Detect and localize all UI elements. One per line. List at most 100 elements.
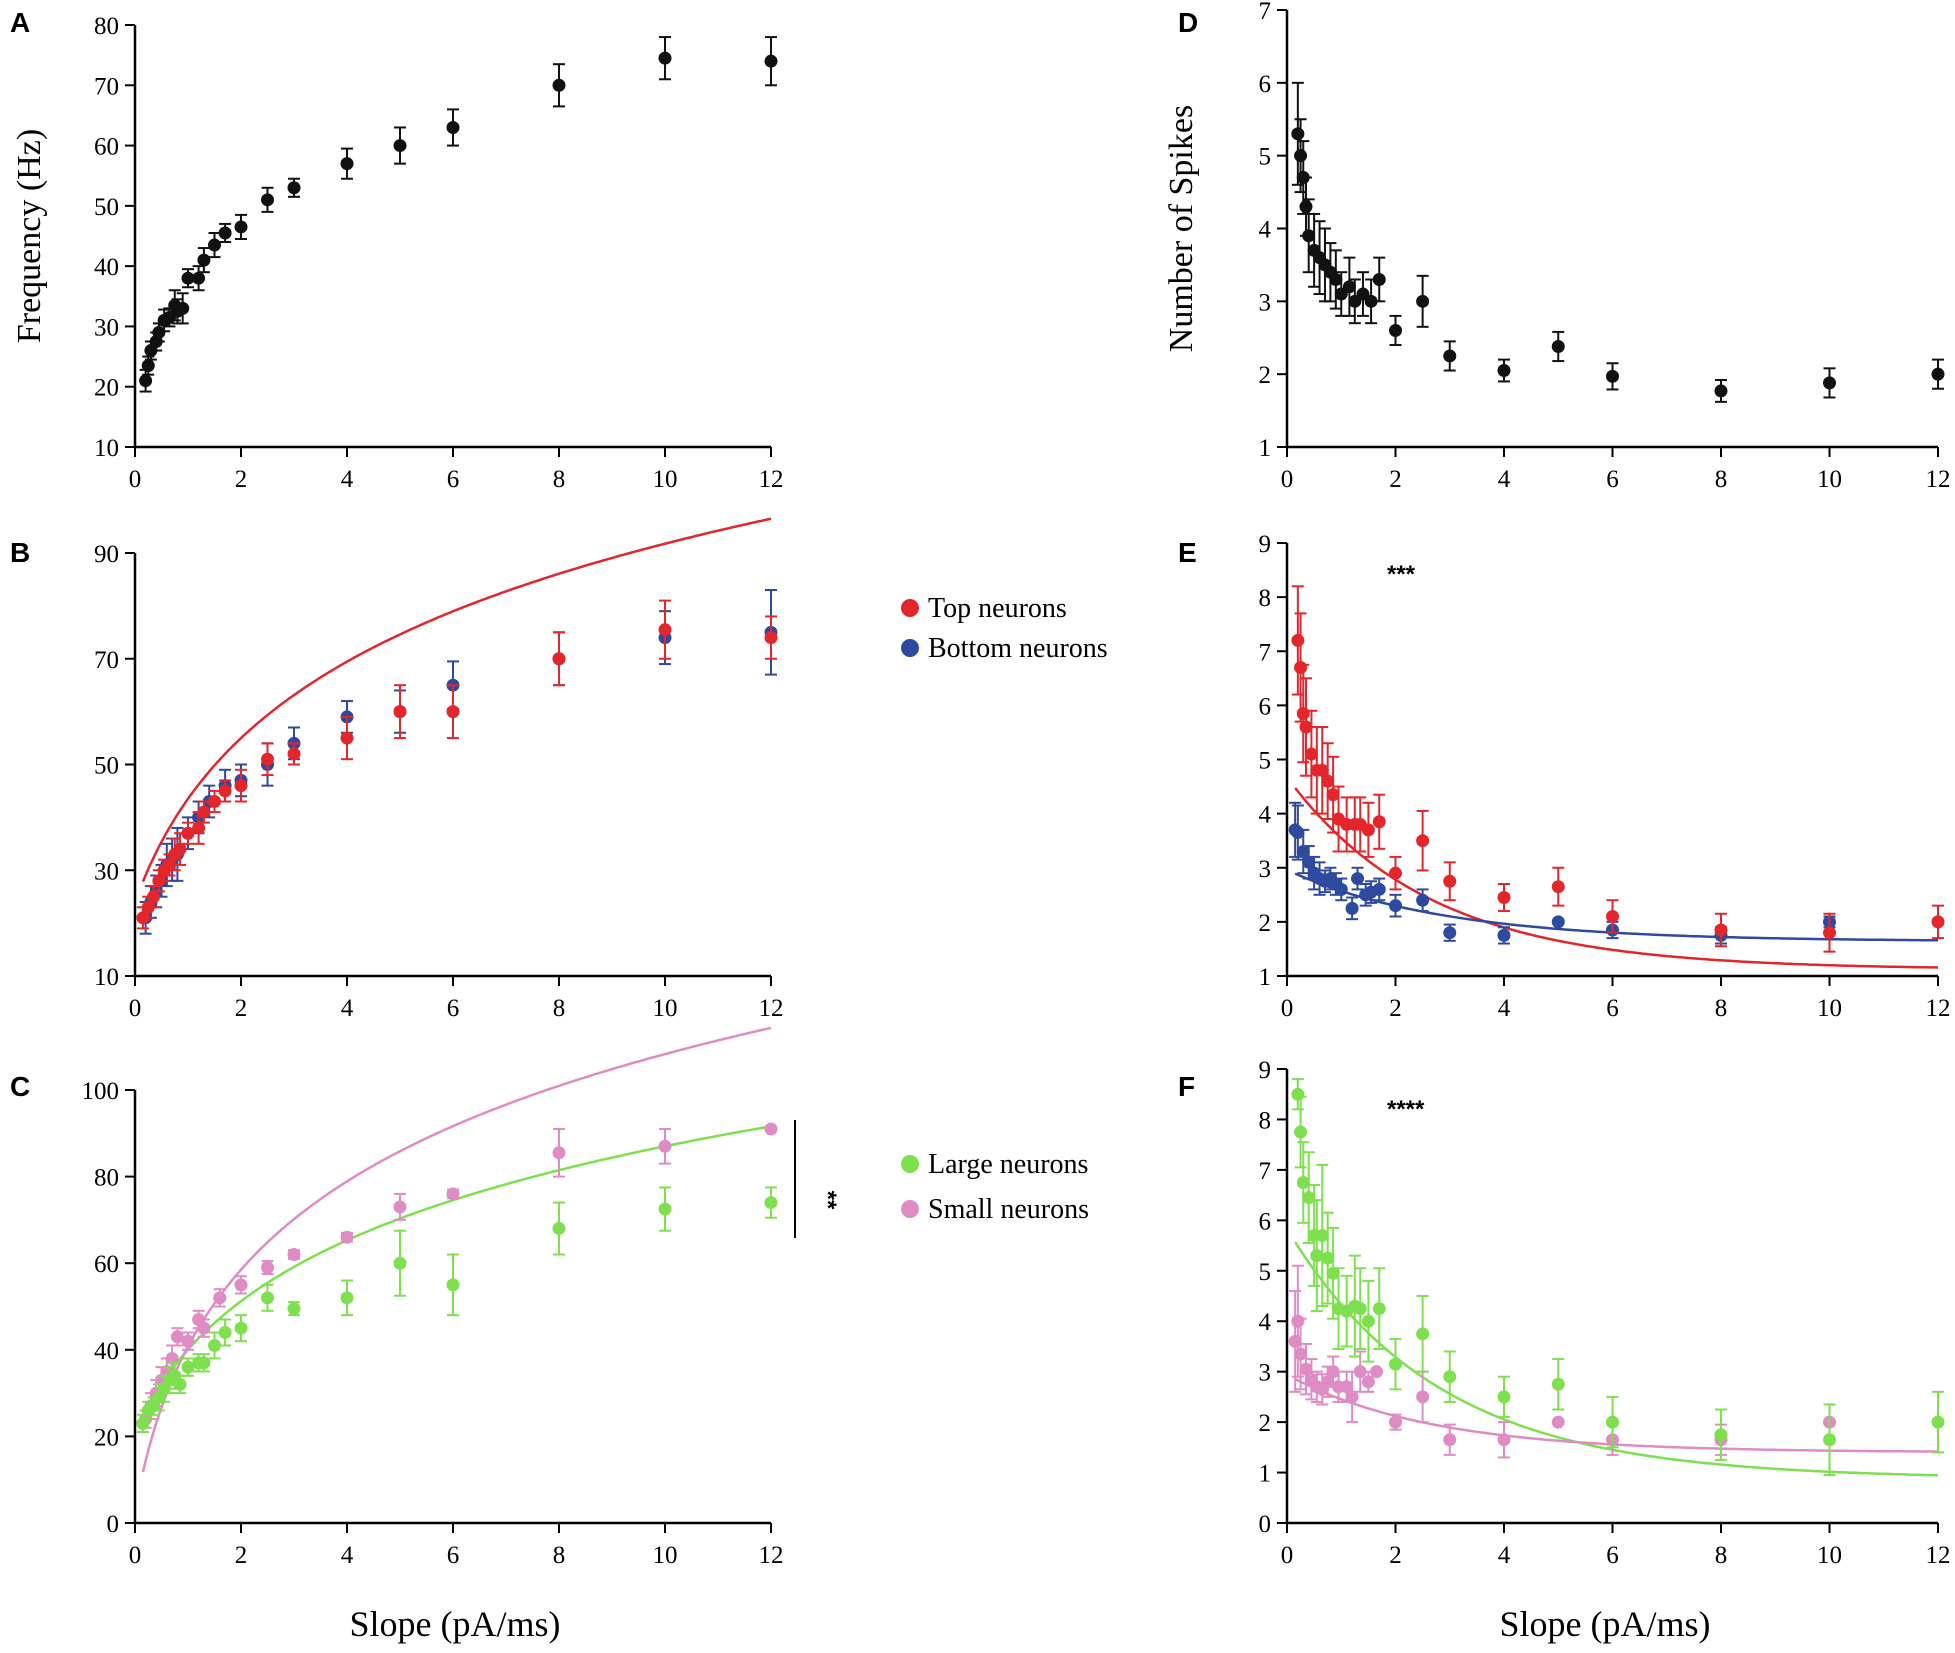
data-point xyxy=(218,226,232,240)
data-point xyxy=(1551,339,1565,353)
data-point xyxy=(340,1230,354,1244)
significance-label: ** xyxy=(814,1191,841,1210)
x-tick-label: 0 xyxy=(129,466,142,493)
x-tick-label: 4 xyxy=(1498,995,1511,1022)
fit-curve-top xyxy=(141,517,772,883)
panel-label: F xyxy=(1178,1071,1195,1102)
x-tick-label: 4 xyxy=(1498,1542,1511,1569)
data-point xyxy=(173,1377,187,1391)
data-point xyxy=(446,705,460,719)
panel-label: A xyxy=(10,7,30,38)
data-point xyxy=(1302,229,1316,243)
data-point xyxy=(234,1278,248,1292)
y-tick-label: 70 xyxy=(94,73,119,100)
data-point xyxy=(1372,1302,1386,1316)
y-tick-label: 40 xyxy=(94,1338,119,1365)
data-point xyxy=(208,795,221,809)
data-point xyxy=(446,1187,460,1201)
data-point xyxy=(1389,1415,1402,1429)
data-point xyxy=(1361,1314,1375,1328)
x-tick-label: 6 xyxy=(447,995,460,1022)
y-tick-label: 20 xyxy=(94,375,119,402)
data-point xyxy=(1299,1362,1313,1376)
data-point xyxy=(181,826,195,840)
x-tick-label: 6 xyxy=(1606,995,1619,1022)
data-point xyxy=(165,1351,179,1365)
legend-label: Top neurons xyxy=(928,593,1067,624)
data-point xyxy=(147,890,161,904)
data-point xyxy=(1714,1428,1728,1442)
data-point xyxy=(1294,149,1308,163)
data-point xyxy=(1353,1302,1367,1316)
series-black xyxy=(1291,81,1945,403)
data-point xyxy=(658,1202,672,1216)
data-point xyxy=(261,1291,274,1305)
y-axis-label: Number of Spikes xyxy=(1163,105,1200,352)
data-point xyxy=(446,1278,460,1292)
data-point xyxy=(197,1321,211,1335)
y-tick-label: 60 xyxy=(94,1251,119,1278)
x-tick-label: 12 xyxy=(759,995,784,1022)
data-point xyxy=(1329,272,1343,286)
x-axis-label-right: Slope (pA/ms) xyxy=(1500,1604,1711,1644)
data-point xyxy=(1714,923,1728,937)
x-tick-label: 8 xyxy=(553,1542,566,1569)
data-point xyxy=(393,139,407,153)
data-point xyxy=(170,1330,184,1344)
x-tick-label: 10 xyxy=(1817,466,1842,493)
x-tick-label: 8 xyxy=(1715,1542,1728,1569)
data-point xyxy=(1345,1390,1359,1404)
series-top xyxy=(136,599,778,930)
x-tick-label: 0 xyxy=(1281,995,1294,1022)
panel-label: E xyxy=(1178,537,1197,568)
y-tick-label: 80 xyxy=(94,13,119,40)
series-black xyxy=(139,36,778,393)
data-point xyxy=(1353,1365,1367,1379)
data-point xyxy=(1416,893,1430,907)
y-tick-label: 4 xyxy=(1259,1309,1272,1336)
x-tick-label: 8 xyxy=(553,466,566,493)
x-tick-label: 10 xyxy=(653,466,678,493)
data-point xyxy=(1389,1357,1402,1371)
data-point xyxy=(1294,1125,1308,1139)
series-large xyxy=(136,1186,778,1434)
data-point xyxy=(1372,272,1386,286)
data-point xyxy=(234,779,248,793)
x-tick-label: 4 xyxy=(341,995,354,1022)
legend-label: Small neurons xyxy=(928,1194,1089,1225)
y-tick-label: 3 xyxy=(1259,856,1272,883)
data-point xyxy=(287,181,301,195)
y-tick-label: 7 xyxy=(1259,1158,1272,1185)
y-tick-label: 2 xyxy=(1259,1410,1272,1437)
legend-marker xyxy=(901,1200,919,1218)
data-point xyxy=(1321,774,1335,788)
x-tick-label: 8 xyxy=(1715,466,1728,493)
data-point xyxy=(1326,1266,1340,1280)
y-tick-label: 1 xyxy=(1259,1461,1272,1488)
y-tick-label: 30 xyxy=(94,314,119,341)
data-point xyxy=(1551,915,1565,929)
data-point xyxy=(1497,1390,1511,1404)
data-point xyxy=(181,1360,195,1374)
y-tick-label: 50 xyxy=(94,194,119,221)
data-point xyxy=(287,1302,301,1316)
data-point xyxy=(1299,200,1313,214)
data-point xyxy=(1443,1433,1457,1447)
significance-label: *** xyxy=(1387,561,1416,588)
data-point xyxy=(1302,855,1316,869)
panel-label: B xyxy=(10,537,30,568)
data-point xyxy=(192,821,206,835)
data-point xyxy=(552,78,566,92)
y-tick-label: 0 xyxy=(1259,1511,1272,1538)
x-tick-label: 8 xyxy=(553,995,566,1022)
x-tick-label: 12 xyxy=(759,466,784,493)
series-bottom xyxy=(139,589,778,935)
y-tick-label: 6 xyxy=(1259,693,1272,720)
y-tick-label: 5 xyxy=(1259,1259,1272,1286)
data-point xyxy=(162,858,176,872)
data-point xyxy=(1931,1415,1945,1429)
panel-b: 0 2 4 6 8 10 12 10 30 50 70 90 B Top neurons Bottom ne… xyxy=(10,517,1108,1022)
